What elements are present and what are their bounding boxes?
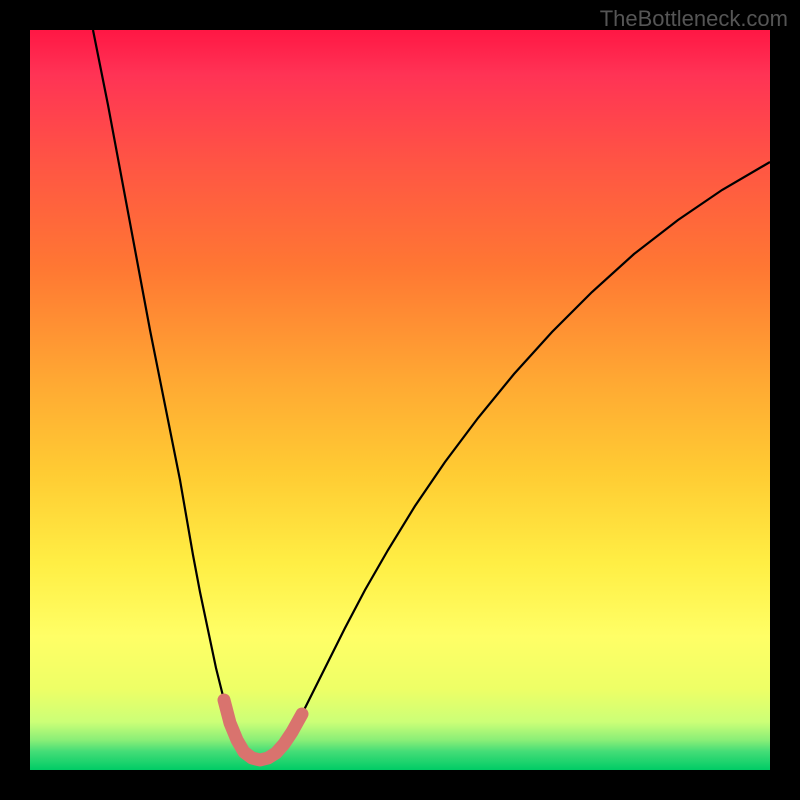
chart-plot-area — [30, 30, 770, 770]
curve-bottom-highlight — [224, 700, 302, 760]
bottleneck-curve — [93, 30, 770, 760]
bottleneck-curve-svg — [30, 30, 770, 770]
watermark-text: TheBottleneck.com — [600, 6, 788, 32]
